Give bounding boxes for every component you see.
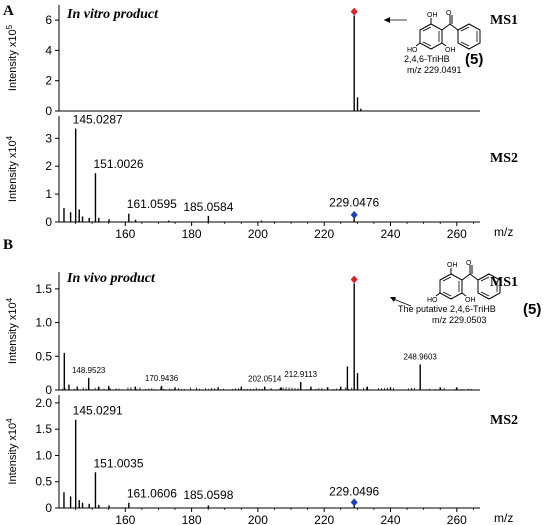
hydroxyl-top-label: OH — [447, 262, 458, 269]
peak-label: 148.9523 — [72, 366, 106, 375]
x-tick-label: 260 — [447, 513, 467, 525]
peak-label: 229.0476 — [329, 195, 379, 209]
precursor-diamond-icon — [350, 498, 358, 507]
x-tick-label: 220 — [314, 513, 334, 525]
x-tick-label: 200 — [248, 227, 268, 241]
precursor-diamond-icon — [350, 210, 358, 219]
panel-b-sample-label: In vivo product — [66, 271, 156, 286]
benzene-ring-right-icon — [477, 273, 501, 300]
benzene-ring-left-icon — [439, 273, 463, 300]
y-tick-label: 1.0 — [35, 316, 52, 330]
compound-b-mz: m/z 229.0503 — [432, 315, 487, 325]
y-axis-label: Intensity x104 — [5, 297, 19, 364]
y-tick-label: 0.5 — [35, 349, 52, 363]
compound-b-number: (5) — [523, 301, 541, 318]
y-tick-label: 1.0 — [35, 448, 52, 462]
y-tick-label: 2 — [45, 159, 52, 173]
chart-b-ms1: Intensity x104 0 0.5 1.0 1.5 148.9523 170.9436… — [5, 272, 480, 397]
y-tick-label: 0 — [45, 215, 52, 229]
y-tick-label: 0 — [45, 501, 52, 515]
y-tick-label: 4 — [45, 43, 52, 57]
y-tick-label: 0 — [45, 383, 52, 397]
peak-label: 170.9436 — [145, 374, 179, 383]
carbonyl-o-label: O — [446, 10, 452, 17]
precursor-diamond-icon — [350, 7, 358, 16]
x-tick-label: 160 — [115, 227, 135, 241]
benzene-ring-right-icon — [457, 23, 481, 50]
x-tick-label: 220 — [314, 227, 334, 241]
panel-letter-b: B — [3, 237, 13, 253]
chart-a-ms2: Intensity x104 0 1 2 3 160 180 200 220 240 260 m/z 1… — [5, 113, 513, 241]
peak-label: 161.0606 — [127, 487, 177, 501]
x-axis-unit: m/z — [494, 225, 513, 239]
carbonyl-o-label: O — [466, 260, 472, 267]
peak-label: 185.0584 — [183, 200, 233, 214]
chart-a-ms1: Intensity x105 0 2 4 6 — [5, 5, 480, 118]
x-tick-label: 160 — [115, 513, 135, 525]
x-axis-unit: m/z — [494, 511, 513, 525]
peak-label: 145.0291 — [73, 404, 123, 418]
compound-a-number: (5) — [465, 51, 483, 68]
panel-a-ms1-label: MS1 — [490, 13, 518, 28]
x-tick-label: 240 — [380, 227, 400, 241]
x-tick-label: 240 — [380, 513, 400, 525]
hydroxyl-bottom-label: OH — [465, 297, 476, 304]
hydroxyl-bottom-label: OH — [445, 47, 456, 54]
compound-a-name: 2,4,6-TriHB — [404, 54, 450, 64]
peak-label: 202.0514 — [248, 375, 282, 384]
compound-structure-a: OH O OH HO — [407, 10, 481, 54]
benzene-ring-left-icon — [419, 23, 443, 50]
hydroxyl-top-label: OH — [427, 12, 438, 19]
y-tick-label: 1 — [45, 187, 52, 201]
peak-label: 151.0026 — [93, 157, 143, 171]
x-tick-label: 260 — [447, 227, 467, 241]
y-tick-label: 2 — [45, 74, 52, 88]
y-tick-label: 0.5 — [35, 475, 52, 489]
y-tick-label: 6 — [45, 13, 52, 27]
peak-label: 151.0035 — [93, 456, 143, 470]
peak-label: 185.0598 — [183, 488, 233, 502]
peak-label: 145.0287 — [73, 113, 123, 127]
x-tick-label: 180 — [182, 227, 202, 241]
y-tick-label: 1.5 — [35, 282, 52, 296]
x-tick-label: 180 — [182, 513, 202, 525]
compound-a-mz: m/z 229.0491 — [407, 65, 462, 75]
peak-label: 212.9113 — [284, 370, 317, 379]
chart-b-ms2: Intensity x104 0 0.5 1.0 1.5 2.0 160 180 200 220 2… — [5, 395, 513, 525]
panel-a-ms2-label: MS2 — [490, 151, 518, 166]
peak-label: 248.9603 — [404, 352, 438, 361]
compound-structure-b: OH O OH HO — [427, 260, 501, 304]
y-tick-label: 2.0 — [35, 396, 52, 410]
y-tick-label: 3 — [45, 131, 52, 145]
y-tick-label: 0 — [45, 104, 52, 118]
y-axis-label: Intensity x105 — [5, 24, 19, 91]
x-tick-label: 200 — [248, 513, 268, 525]
y-axis-label: Intensity x104 — [5, 418, 19, 485]
panel-b-ms2-label: MS2 — [490, 413, 518, 428]
compound-a-arrowhead-icon — [384, 17, 390, 23]
y-tick-label: 1.5 — [35, 422, 52, 436]
peak-label: 229.0496 — [329, 484, 379, 498]
hydroxyl-left-label: HO — [427, 297, 438, 304]
panel-a-sample-label: In vitro product — [66, 7, 159, 22]
peak-label: 161.0595 — [127, 197, 177, 211]
hydroxyl-left-label: HO — [407, 47, 418, 54]
precursor-diamond-icon — [350, 275, 358, 284]
panel-letter-a: A — [3, 3, 14, 19]
compound-b-arrowhead-icon — [390, 297, 396, 302]
compound-b-name: The putative 2,4,6-TriHB — [398, 304, 496, 314]
y-axis-label: Intensity x104 — [5, 135, 19, 202]
